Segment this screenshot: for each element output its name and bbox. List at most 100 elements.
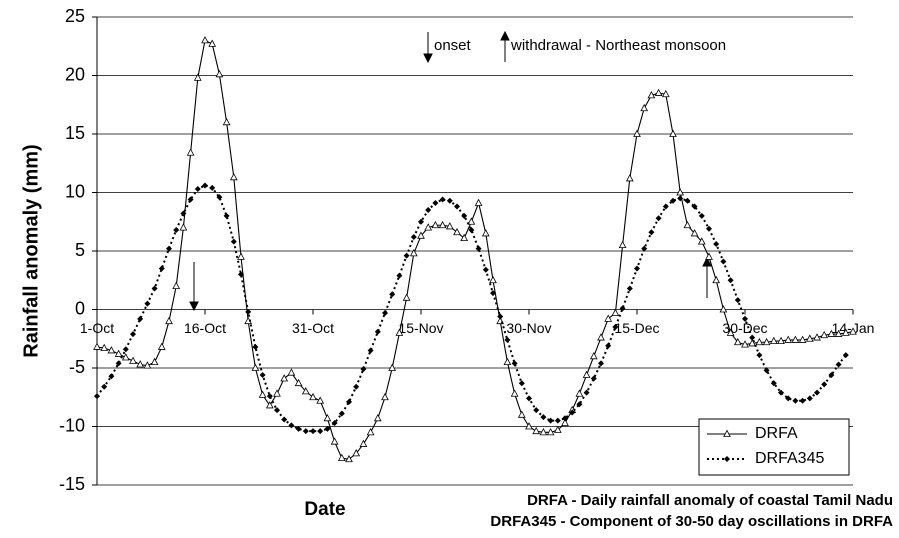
point <box>677 195 684 202</box>
point <box>481 229 490 237</box>
point <box>424 223 433 231</box>
point <box>107 346 116 354</box>
point <box>468 226 475 233</box>
point <box>633 129 641 137</box>
point <box>821 381 828 388</box>
arrow-head <box>500 30 510 41</box>
arrow-head <box>702 256 712 267</box>
point <box>382 310 388 317</box>
point <box>475 245 482 252</box>
point <box>166 245 172 252</box>
point <box>546 428 555 436</box>
point <box>676 188 685 196</box>
point <box>453 227 461 236</box>
point <box>230 238 237 245</box>
point <box>395 328 404 336</box>
legend-label: DRFA <box>755 425 798 442</box>
point <box>352 449 361 457</box>
point <box>583 389 590 396</box>
y-tick-label: 25 <box>65 6 85 26</box>
legend-marker <box>723 429 731 437</box>
point <box>446 197 453 204</box>
point <box>626 285 633 292</box>
point <box>410 233 417 240</box>
point <box>562 415 568 422</box>
point <box>137 315 144 322</box>
point <box>670 197 676 204</box>
arrow-head <box>189 301 199 312</box>
point <box>266 393 273 400</box>
point <box>719 305 728 313</box>
point <box>835 361 842 368</box>
point <box>295 425 302 432</box>
point <box>742 315 748 322</box>
point <box>114 349 123 357</box>
point <box>841 328 850 336</box>
point <box>683 220 692 229</box>
point <box>590 375 597 382</box>
point <box>403 252 410 259</box>
point <box>359 439 368 447</box>
point <box>647 91 656 99</box>
point <box>778 389 784 396</box>
point <box>533 407 540 414</box>
point <box>813 333 821 341</box>
point <box>374 328 381 335</box>
point <box>805 334 814 342</box>
point <box>301 387 310 395</box>
point <box>842 352 849 359</box>
x-tick-label: 15-Nov <box>398 320 443 336</box>
point <box>712 275 721 284</box>
point <box>604 314 613 322</box>
point <box>539 428 548 436</box>
point <box>229 172 238 181</box>
point <box>582 370 591 378</box>
point <box>662 203 669 210</box>
series-line <box>96 39 854 460</box>
point <box>273 389 281 397</box>
point <box>654 88 663 96</box>
point <box>431 220 440 229</box>
point <box>598 360 604 367</box>
point <box>576 401 583 408</box>
arrow-head <box>423 53 433 64</box>
x-tick-label: 16-Oct <box>184 320 226 336</box>
point <box>792 397 799 404</box>
point <box>597 333 605 341</box>
point <box>705 252 713 260</box>
point <box>324 425 331 432</box>
y-tick-label: -15 <box>59 474 85 494</box>
point <box>756 352 763 359</box>
point <box>150 357 159 366</box>
point <box>691 203 698 210</box>
point <box>193 73 202 81</box>
point <box>346 398 352 405</box>
point <box>648 229 655 236</box>
point <box>172 281 181 289</box>
point <box>540 414 547 421</box>
point <box>575 389 584 397</box>
point <box>331 419 338 426</box>
point <box>409 248 418 257</box>
point <box>438 220 447 229</box>
point <box>187 196 194 203</box>
point <box>510 389 519 397</box>
point <box>100 343 109 352</box>
point <box>316 396 325 404</box>
point <box>720 258 727 265</box>
point <box>287 368 296 376</box>
point <box>467 217 476 225</box>
point <box>454 203 460 210</box>
point <box>366 428 375 436</box>
point <box>101 383 108 390</box>
point <box>749 334 756 341</box>
point <box>706 225 712 232</box>
point <box>186 148 195 156</box>
point <box>827 329 836 337</box>
point <box>151 285 158 292</box>
y-tick-label: -5 <box>69 357 85 377</box>
point <box>222 117 231 126</box>
point <box>445 222 454 230</box>
point <box>194 185 201 192</box>
